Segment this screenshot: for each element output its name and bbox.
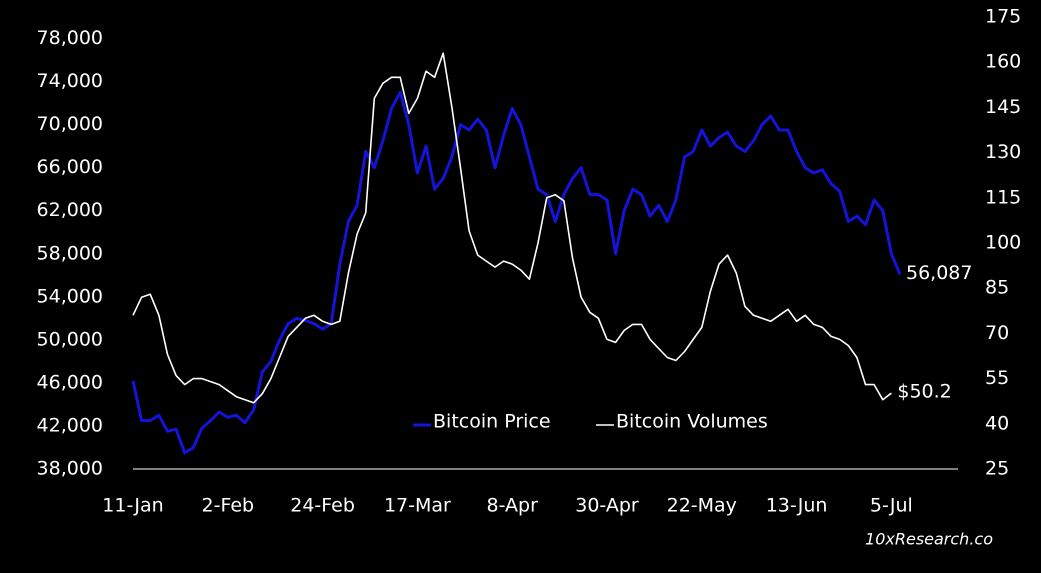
y-tick-label: 38,000 <box>37 458 103 480</box>
y-tick-label: 54,000 <box>37 285 103 307</box>
y-tick-label: 42,000 <box>37 414 103 436</box>
y-tick-label: 70,000 <box>37 113 103 135</box>
line <box>132 52 892 404</box>
data-label: 56,087 <box>906 262 972 284</box>
y-tick-label: 50,000 <box>37 328 103 350</box>
y2-tick-label: 175 <box>985 6 1021 28</box>
x-tick-label: 17-Mar <box>384 495 451 517</box>
y2-tick-label: 70 <box>985 322 1009 344</box>
x-tick-label: 13-Jun <box>766 495 828 517</box>
y2-tick-label: 130 <box>985 141 1021 163</box>
line <box>131 90 902 455</box>
x-tick-label: 5-Jul <box>870 495 913 517</box>
y2-tick-label: 115 <box>985 186 1021 208</box>
y2-tick-label: 145 <box>985 96 1021 118</box>
y-tick-label: 74,000 <box>37 70 103 92</box>
data-label: $50.2 <box>897 381 951 403</box>
y2-tick-label: 85 <box>985 277 1009 299</box>
legend-label: Bitcoin Price <box>433 411 551 433</box>
y-tick-label: 78,000 <box>37 27 103 49</box>
source: 10xResearch.co <box>865 530 993 549</box>
x-tick-label: 22-May <box>667 495 737 517</box>
y2-tick-label: 100 <box>985 232 1021 254</box>
x-tick-label: 8-Apr <box>486 495 538 517</box>
y-tick-label: 62,000 <box>37 199 103 221</box>
x-tick-label: 11-Jan <box>102 495 163 517</box>
y2-tick-label: 40 <box>985 412 1009 434</box>
y-tick-label: 66,000 <box>37 156 103 178</box>
legend-label: Bitcoin Volumes <box>616 411 768 433</box>
x-tick-label: 2-Feb <box>202 495 255 517</box>
y2-tick-label: 25 <box>985 458 1009 480</box>
y-tick-label: 58,000 <box>37 242 103 264</box>
y2-tick-label: 55 <box>985 367 1009 389</box>
x-tick-label: 24-Feb <box>290 495 355 517</box>
y2-tick-label: 160 <box>985 51 1021 73</box>
y-tick-label: 46,000 <box>37 371 103 393</box>
x-tick-label: 30-Apr <box>575 495 639 517</box>
